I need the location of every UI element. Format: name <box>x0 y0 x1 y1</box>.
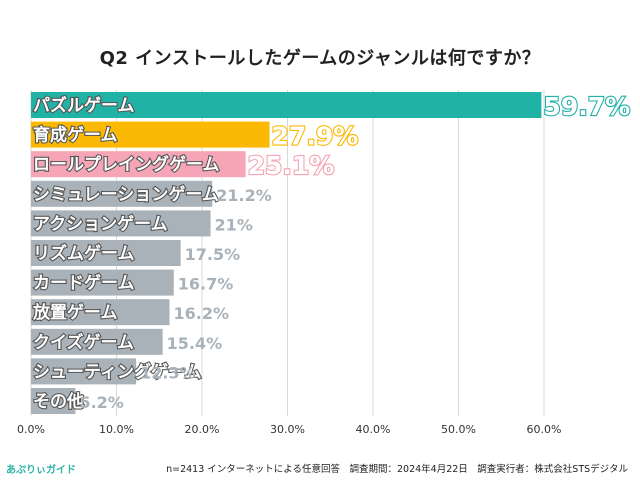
bar-value-label: 17.5% <box>185 245 241 264</box>
bar-value-label: 5.2% <box>79 393 123 412</box>
x-tick-label: 40.0% <box>356 423 391 436</box>
x-tick-label: 30.0% <box>270 423 305 436</box>
x-tick-label: 20.0% <box>185 423 220 436</box>
bar-category-label: ロールプレイングゲーム <box>33 154 220 175</box>
x-tick-label: 60.0% <box>527 423 562 436</box>
bar-value-label: 21% <box>215 215 253 234</box>
bar-category-label: 育成ゲーム <box>33 125 118 146</box>
bar <box>31 269 174 296</box>
bar-category-label: リズムゲーム <box>33 243 135 264</box>
bar-value-label: 16.7% <box>178 275 234 294</box>
bar-category-label: その他 <box>33 391 84 412</box>
bar-value-label: 25.1% <box>248 151 335 180</box>
bar <box>31 299 170 326</box>
bar <box>31 151 246 178</box>
bar <box>31 121 270 148</box>
bar-value-label: 59.7% <box>543 92 630 121</box>
bar-category-label: アクションゲーム <box>33 213 168 234</box>
bar-category-label: パズルゲーム <box>33 95 135 116</box>
bar-value-label: 15.4% <box>167 334 223 353</box>
bar <box>31 210 211 237</box>
bar <box>31 92 542 118</box>
bar-value-label: 27.9% <box>272 122 359 151</box>
bar-value-label: 16.2% <box>174 304 230 323</box>
x-tick-label: 10.0% <box>99 423 134 436</box>
bar-category-label: 放置ゲーム <box>32 302 118 323</box>
bar-category-label: シューティングゲーム <box>33 361 201 382</box>
footer-note: n=2413 インターネットによる任意回答 調査期間：2024年4月22日 調査… <box>166 464 628 475</box>
bar-value-label: 21.2% <box>216 186 272 205</box>
x-tick-label: 50.0% <box>441 423 476 436</box>
x-tick-label: 0.0% <box>17 423 45 436</box>
bar-category-label: クイズゲーム <box>33 332 134 353</box>
bar <box>31 328 163 355</box>
bar-category-label: シミュレーションゲーム <box>33 184 219 205</box>
footer-brand: あぷりぃガイド <box>6 465 76 476</box>
bar <box>31 240 181 266</box>
bar <box>31 388 76 414</box>
chart-title: Q2 インストールしたゲームのジャンルは何ですか？ <box>99 48 541 69</box>
bar-value-label: 12.3% <box>140 363 196 382</box>
bar <box>31 180 213 207</box>
bar-category-label: カードゲーム <box>33 273 135 294</box>
bar <box>31 358 137 385</box>
